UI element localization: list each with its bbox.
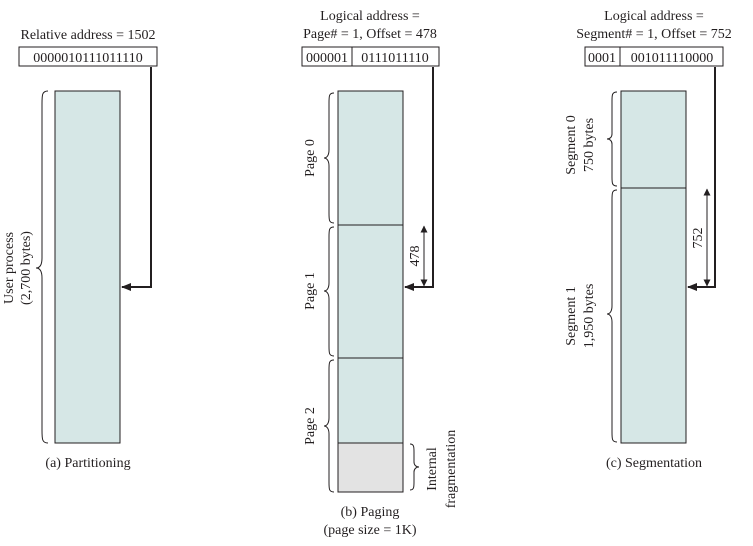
segmentation-title-line2: Segment# = 1, Offset = 752	[576, 27, 732, 42]
page-2-brace	[323, 359, 335, 493]
relative-address-box	[18, 46, 158, 67]
paging-address-box	[301, 46, 440, 67]
fragmentation-label-line1: Internal	[425, 447, 440, 491]
segmentation-segment-bits: 0001	[588, 51, 616, 66]
paging-caption-line2: (page size = 1K)	[323, 523, 416, 538]
user-process-memory	[54, 90, 121, 444]
relative-address-bits: 0000010111011110	[33, 51, 142, 66]
segmentation-pointer-arrow	[687, 67, 716, 291]
segment-0-brace	[606, 91, 618, 187]
paging-title-line1: Logical address =	[320, 9, 420, 24]
paging-panel: Logical address = Page# = 1, Offset = 47…	[301, 9, 459, 538]
page-0-label: Page 0	[303, 139, 318, 177]
page-1-label: Page 1	[303, 272, 318, 310]
internal-fragmentation-area	[337, 442, 404, 493]
segment-1-size: 1,950 bytes	[582, 284, 597, 349]
fragmentation-brace	[409, 443, 420, 491]
segment-0-size: 750 bytes	[582, 118, 597, 172]
segment-1-brace	[606, 189, 618, 443]
fragmentation-label-line2: fragmentation	[444, 430, 459, 509]
segmentation-offset-bits: 001011110000	[631, 51, 713, 66]
page-2-label: Page 2	[303, 407, 318, 445]
page-0-brace	[323, 92, 335, 224]
segment-0-label: Segment 0	[564, 115, 579, 175]
paging-caption-line1: (b) Paging	[341, 505, 400, 520]
segmentation-memory	[620, 90, 687, 444]
paging-page-bits: 000001	[306, 51, 348, 66]
page-1-brace	[323, 226, 335, 357]
user-process-brace	[35, 90, 49, 444]
segment-1-label: Segment 1	[564, 286, 579, 346]
paging-title-line2: Page# = 1, Offset = 478	[303, 27, 437, 42]
user-process-size: (2,700 bytes)	[19, 231, 34, 305]
paging-offset-bits: 0111011110	[361, 51, 428, 66]
partitioning-panel: Relative address = 1502 0000010111011110…	[2, 28, 158, 471]
paging-memory	[337, 90, 404, 444]
paging-pointer-arrow	[404, 67, 434, 291]
segmentation-caption: (c) Segmentation	[606, 456, 702, 471]
segmentation-title-line1: Logical address =	[604, 9, 704, 24]
partitioning-caption: (a) Partitioning	[45, 456, 130, 471]
segment-offset-label: 752	[691, 228, 706, 249]
page-offset-label: 478	[408, 246, 423, 267]
relative-address-label: Relative address = 1502	[20, 28, 155, 43]
user-process-label: User process	[2, 232, 17, 304]
partitioning-pointer-arrow	[121, 67, 152, 291]
segmentation-panel: Logical address = Segment# = 1, Offset =…	[564, 9, 732, 471]
